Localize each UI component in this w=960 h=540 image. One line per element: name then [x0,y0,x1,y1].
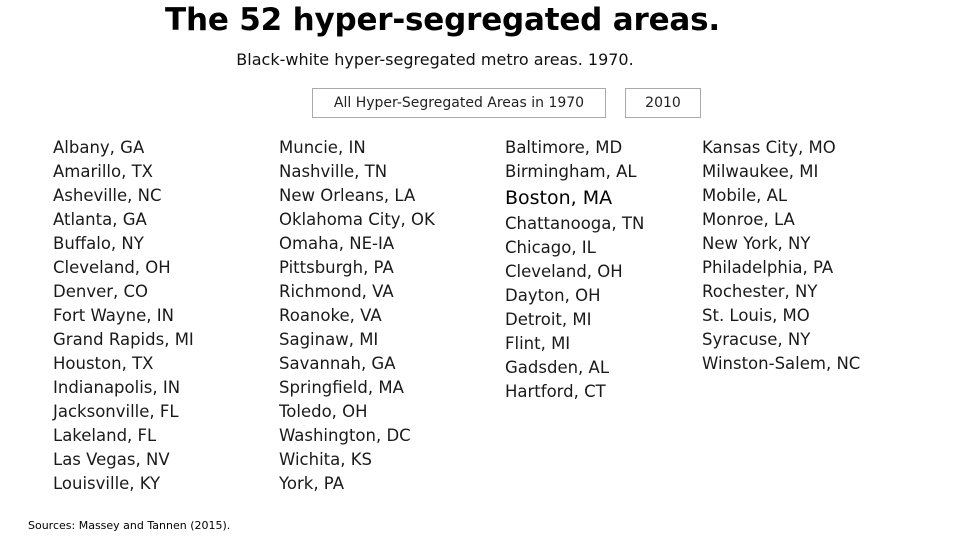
list-item: Philadelphia, PA [702,258,834,277]
list-item: Chattanooga, TN [505,214,645,233]
list-item: Asheville, NC [53,186,162,205]
list-item: Fort Wayne, IN [53,306,174,325]
list-item: Indianapolis, IN [53,378,181,397]
list-item: Rochester, NY [702,282,818,301]
list-item: New York, NY [702,234,811,253]
list-item: St. Louis, MO [702,306,810,325]
metro-list-column-3: Baltimore, MD Birmingham, AL Boston, MA … [505,136,644,404]
list-item: Birmingham, AL [505,162,637,181]
list-item: Mobile, AL [702,186,788,205]
page-subtitle: Black-white hyper-segregated metro areas… [236,50,634,69]
list-item: Richmond, VA [279,282,394,301]
list-item: Nashville, TN [279,162,388,181]
list-item: Las Vegas, NV [53,450,170,469]
list-item: Syracuse, NY [702,330,811,349]
source-citation: Sources: Massey and Tannen (2015). [28,519,231,532]
metro-list-column-4: Kansas City, MO Milwaukee, MI Mobile, AL… [702,136,860,376]
list-item: Toledo, OH [279,402,368,421]
list-item: Springfield, MA [279,378,404,397]
tab-label: 2010 [645,95,681,111]
list-item: Denver, CO [53,282,149,301]
metro-list-column-2: Muncie, IN Nashville, TN New Orleans, LA… [279,136,435,496]
list-item: New Orleans, LA [279,186,416,205]
list-item: Savannah, GA [279,354,396,373]
list-item: Louisville, KY [53,474,161,493]
list-item: Milwaukee, MI [702,162,819,181]
list-item: Buffalo, NY [53,234,144,253]
list-item: Flint, MI [505,334,571,353]
list-item: Detroit, MI [505,310,592,329]
list-item: Omaha, NE-IA [279,234,395,253]
list-item-highlighted: Boston, MA [505,187,613,209]
list-item: Monroe, LA [702,210,795,229]
list-item: Winston-Salem, NC [702,354,861,373]
list-item: Pittsburgh, PA [279,258,394,277]
list-item: Roanoke, VA [279,306,382,325]
list-item: Dayton, OH [505,286,601,305]
list-item: Atlanta, GA [53,210,147,229]
tab-label: All Hyper-Segregated Areas in 1970 [333,95,585,111]
list-item: Wichita, KS [279,450,373,469]
list-item: Muncie, IN [279,138,366,157]
list-item: Albany, GA [53,138,145,157]
tab-all-areas-1970[interactable]: All Hyper-Segregated Areas in 1970 [312,88,606,118]
page-title: The 52 hyper-segregated areas. [165,2,720,38]
list-item: Saginaw, MI [279,330,379,349]
list-item: Lakeland, FL [53,426,157,445]
metro-list-column-1: Albany, GA Amarillo, TX Asheville, NC At… [53,136,194,496]
list-item: Chicago, IL [505,238,596,257]
list-item: York, PA [279,474,344,493]
list-item: Washington, DC [279,426,411,445]
list-item: Cleveland, OH [505,262,623,281]
list-item: Grand Rapids, MI [53,330,194,349]
list-item: Kansas City, MO [702,138,836,157]
list-item: Oklahoma City, OK [279,210,435,229]
list-item: Gadsden, AL [505,358,610,377]
list-item: Amarillo, TX [53,162,153,181]
list-item: Jacksonville, FL [53,402,179,421]
list-item: Hartford, CT [505,382,606,401]
list-item: Houston, TX [53,354,154,373]
list-item: Baltimore, MD [505,138,623,157]
tab-2010[interactable]: 2010 [625,88,701,118]
list-item: Cleveland, OH [53,258,171,277]
